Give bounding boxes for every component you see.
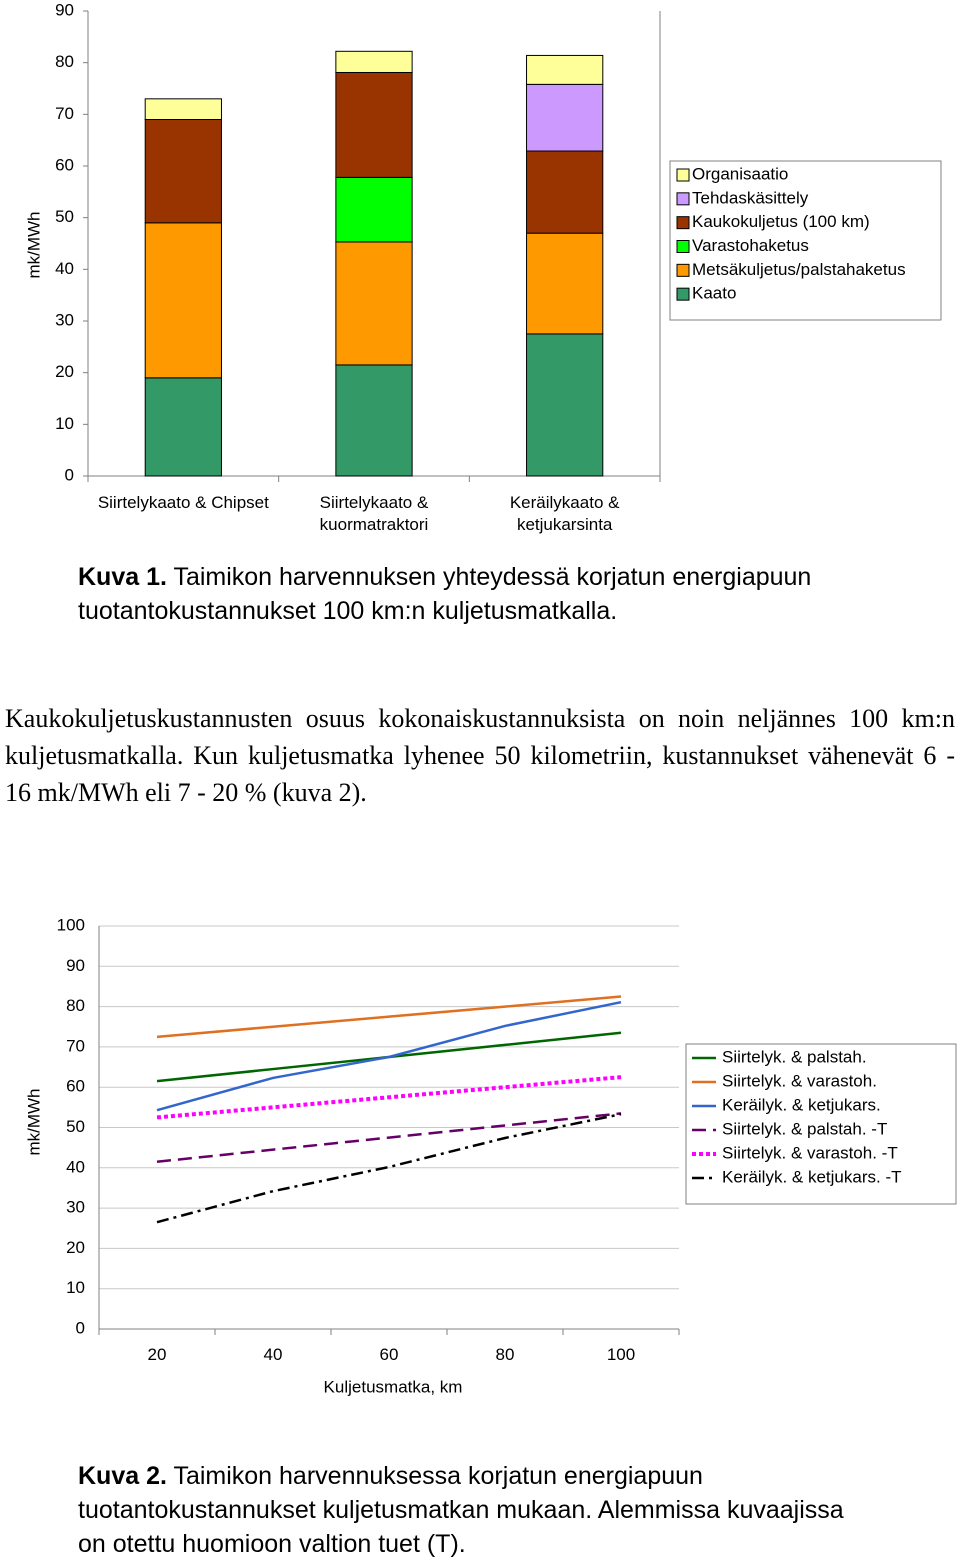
y-tick-label: 80 (66, 996, 85, 1015)
legend-label: Kaato (692, 284, 736, 303)
legend-swatch (676, 287, 690, 301)
y-axis-label: mk/MWh (24, 1088, 43, 1155)
legend-swatch (676, 240, 690, 253)
x-tick-label: Siirtelykaato & Chipset (97, 493, 269, 512)
bar-segment (335, 364, 413, 477)
y-tick-label: 50 (66, 1117, 85, 1136)
bar-segment (144, 98, 222, 121)
y-tick-label: 70 (66, 1036, 85, 1055)
legend-label: Siirtelyk. & palstah. (722, 1047, 867, 1066)
legend-box (685, 1043, 957, 1205)
y-tick-label: 20 (66, 1238, 85, 1257)
y-tick-label: 100 (57, 915, 85, 934)
legend-swatch (676, 263, 690, 277)
legend-swatch (676, 168, 690, 182)
caption-text: Taimikon harvennuksen yhteydessä korjatu… (78, 563, 812, 625)
legend-label: Tehdaskäsittely (692, 188, 809, 207)
y-tick-label: 40 (55, 259, 74, 278)
legend-label: Metsäkuljetus/palstahaketus (692, 260, 906, 279)
bar-segment (335, 50, 413, 73)
y-tick-label: 70 (55, 104, 74, 123)
bar-segment (144, 222, 222, 379)
bar-segment (335, 241, 413, 366)
y-tick-label: 0 (76, 1318, 85, 1337)
caption: Kuva 2. Taimikon harvennuksessa korjatun… (78, 1459, 878, 1561)
x-tick-label: 40 (263, 1345, 283, 1364)
legend-label: Siirtelyk. & varastoh. (722, 1071, 877, 1090)
paragraph: Kaukokuljetuskustannusten osuus kokonais… (5, 704, 955, 807)
x-tick-label: 60 (379, 1345, 399, 1364)
bar-segment (144, 377, 222, 477)
x-tick-label: 100 (606, 1345, 636, 1364)
y-tick-label: 50 (55, 207, 74, 226)
caption: Kuva 1. Taimikon harvennuksen yhteydessä… (78, 560, 878, 628)
y-tick-label: 60 (55, 155, 74, 174)
y-tick-label: 40 (66, 1157, 85, 1176)
legend-label: Keräilyk. & ketjukars. (722, 1095, 881, 1114)
bar-segment (144, 119, 222, 224)
x-tick-label: 80 (495, 1345, 515, 1364)
y-tick-label: 30 (66, 1198, 85, 1217)
series-line (156, 1112, 622, 1224)
legend-label: Organisaatio (692, 164, 788, 183)
caption-label: Kuva 2. (78, 1462, 167, 1490)
caption-text: Taimikon harvennuksessa korjatun energia… (78, 1462, 844, 1558)
y-tick-label: 10 (66, 1278, 85, 1297)
legend-label: Siirtelyk. & palstah. -T (722, 1119, 887, 1138)
legend-label: Siirtelyk. & varastoh. -T (722, 1143, 898, 1162)
legend-label: Keräilyk. & ketjukars. -T (722, 1167, 902, 1186)
y-tick-label: 80 (55, 52, 74, 71)
y-tick-label: 90 (55, 0, 74, 19)
y-tick-label: 20 (55, 362, 74, 381)
bar-segment (526, 150, 604, 234)
series-line (156, 1000, 622, 1112)
x-tick-label: Keräilykaato & ketjukarsinta (509, 493, 620, 534)
x-axis-label: Kuljetusmatka, km (324, 1377, 463, 1396)
y-tick-label: 60 (66, 1077, 85, 1096)
series-line (156, 995, 622, 1039)
legend-swatch (676, 216, 690, 230)
y-tick-label: 30 (55, 310, 74, 329)
legend-swatch (676, 192, 690, 206)
series-line (156, 1075, 622, 1120)
legend-label: Varastohaketus (692, 236, 809, 255)
bar-segment (526, 232, 604, 335)
x-tick-label: Siirtelykaato & kuormatraktori (319, 493, 429, 534)
caption-label: Kuva 1. (78, 563, 167, 591)
bar-segment (526, 83, 604, 152)
bar-segment (335, 71, 413, 178)
y-axis-label: mk/MWh (24, 211, 43, 278)
y-tick-label: 10 (55, 414, 74, 433)
bar-segment (526, 54, 604, 85)
x-tick-label: 20 (147, 1345, 167, 1364)
y-tick-label: 90 (66, 956, 85, 975)
bar-segment (526, 333, 604, 477)
series-line (156, 1112, 622, 1164)
bar-segment (335, 176, 413, 243)
y-tick-label: 0 (65, 465, 74, 484)
legend-label: Kaukokuljetus (100 km) (692, 212, 870, 231)
legend-box (669, 160, 942, 321)
